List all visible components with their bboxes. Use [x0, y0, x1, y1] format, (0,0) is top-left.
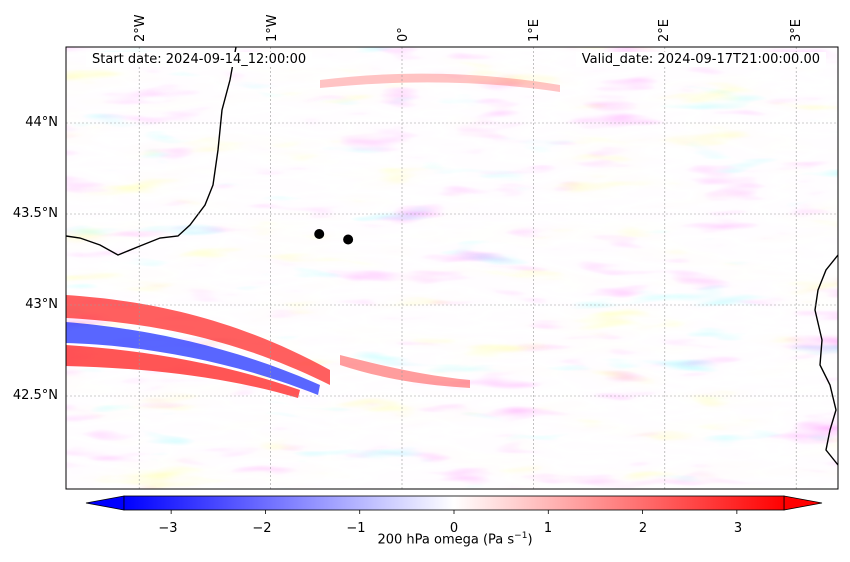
coastline-west	[66, 47, 237, 256]
coastline-east	[814, 254, 838, 466]
cb-tick-1: 1	[543, 521, 553, 536]
omega-field	[66, 47, 838, 489]
lat-tick-43n: 43°N	[25, 297, 58, 312]
cb-tick-m2: −2	[252, 521, 272, 536]
marker-2	[343, 234, 354, 245]
lat-tick-44n: 44°N	[25, 115, 58, 130]
cb-tick-m1: −1	[346, 521, 366, 536]
colorbar-label-exponent: −1	[514, 531, 528, 541]
start-date-label: Start date: 2024-09-14_12:00:00	[86, 52, 313, 67]
lon-tick-0: 0°	[396, 27, 411, 42]
graticule	[66, 47, 838, 489]
colorbar-label-main: 200 hPa omega (Pa s	[377, 532, 515, 548]
lat-tick-43-5n: 43.5°N	[12, 206, 58, 221]
lat-tick-42-5n: 42.5°N	[12, 388, 58, 403]
colorbar-label-close: )	[527, 532, 533, 548]
marker-1	[314, 229, 325, 240]
cb-tick-2: 2	[638, 521, 648, 536]
colorbar	[85, 495, 823, 514]
lon-tick-3e: 3°E	[789, 19, 804, 42]
valid-date-label: Valid_date: 2024-09-17T21:00:00.00	[575, 52, 826, 67]
lon-tick-1w: 1°W	[265, 14, 280, 42]
cb-tick-3: 3	[733, 521, 743, 536]
lon-tick-1e: 1°E	[527, 19, 542, 42]
lon-tick-2e: 2°E	[657, 19, 672, 42]
map-frame	[65, 46, 839, 490]
cb-tick-m3: −3	[158, 521, 178, 536]
cb-tick-0: 0	[449, 521, 459, 536]
lon-tick-2w: 2°W	[133, 14, 148, 42]
colorbar-label: 200 hPa omega (Pa s−1)	[377, 531, 532, 547]
